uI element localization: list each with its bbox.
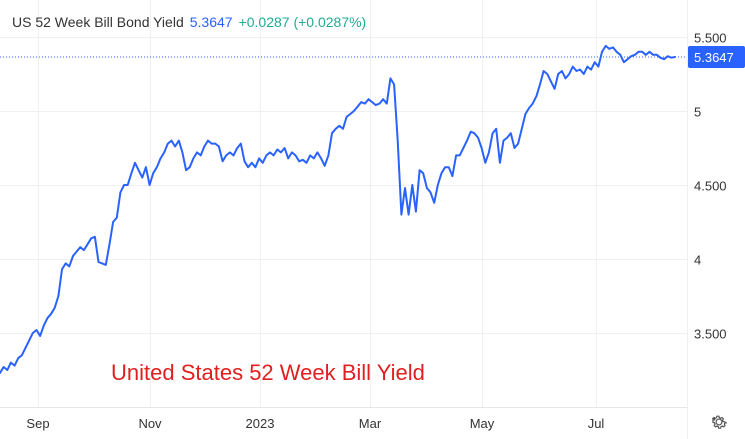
gear-icon[interactable] [709,412,729,432]
current-price: 5.3647 [189,14,233,30]
x-tick-label: Nov [138,416,162,431]
chart-watermark: United States 52 Week Bill Yield [111,360,425,385]
x-tick-label: Sep [26,416,49,431]
x-tick-label: May [470,416,495,431]
y-tick-label: 3.500 [694,327,727,342]
instrument-name: US 52 Week Bill Bond Yield [12,14,184,30]
y-tick-label: 5 [694,105,701,120]
chart-header: US 52 Week Bill Bond Yield 5.3647 +0.0287 … [12,14,366,30]
series-line [0,44,676,374]
y-tick-label: 4 [694,253,701,268]
y-tick-label: 4.500 [694,179,727,194]
x-tick-label: 2023 [246,416,275,431]
x-tick-label: Mar [359,416,382,431]
last-value-badge [688,46,745,69]
last-value-label: 5.3647 [694,50,734,65]
price-change: +0.0287 (+0.0287%) [238,14,367,30]
y-tick-label: 5.500 [694,31,727,46]
x-tick-label: Jul [588,416,605,431]
